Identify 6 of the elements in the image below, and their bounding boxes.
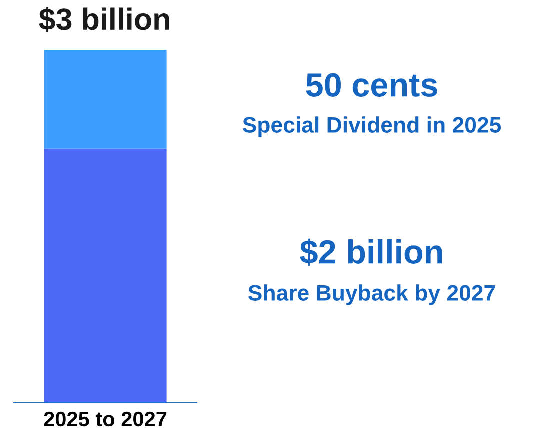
text: $2 billion xyxy=(300,238,442,266)
text: Special Dividend in 2025 xyxy=(242,116,502,138)
text: 50 cents xyxy=(306,73,438,97)
text: Share Buyback by 2027 xyxy=(248,284,496,306)
x-tick-label: 2025 to 2027 xyxy=(44,412,167,427)
text: $3 billion xyxy=(39,7,170,32)
